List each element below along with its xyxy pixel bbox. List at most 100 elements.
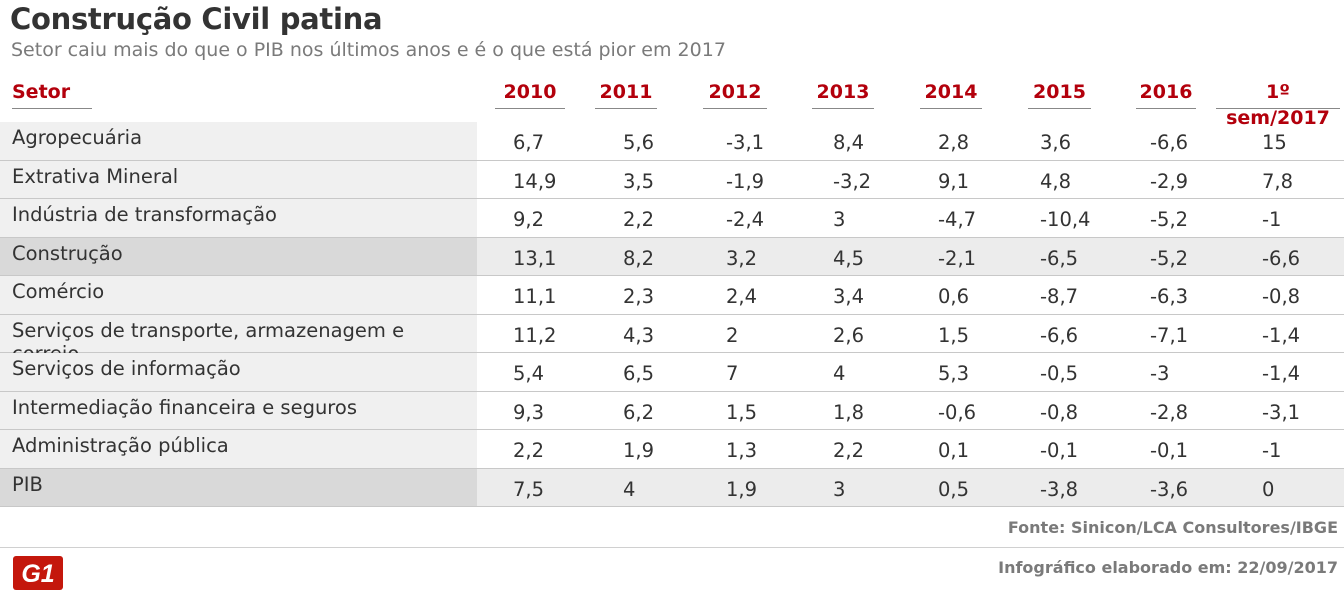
table-cell: 4,3 [623, 323, 655, 347]
table-cell: -3,1 [726, 131, 765, 154]
row-label: Serviços de informação [12, 357, 241, 380]
row-label-cell: Indústria de transformação [0, 199, 477, 237]
table-cell: 2,8 [938, 131, 970, 154]
table-cell: -3,2 [833, 169, 872, 193]
table-row: Comércio 11,1 2,3 2,4 3,4 0,6 -8,7 -6,3 -0,8 [0, 276, 1344, 315]
divider [0, 547, 1344, 548]
column-header-4: 2013 [812, 79, 874, 109]
row-label-cell: Extrativa Mineral [0, 160, 477, 198]
table-cell: -2,9 [1150, 169, 1189, 193]
table-row: Construção 13,1 8,2 3,2 4,5 -2,1 -6,5 -5,2 -6,6 [0, 237, 1344, 276]
table-cell: 9,2 [513, 208, 545, 231]
table-cell: 3 [833, 208, 846, 231]
row-highlight [477, 237, 1344, 275]
table-row: Extrativa Mineral 14,9 3,5 -1,9 -3,2 9,1 4,8 -2… [0, 160, 1344, 199]
row-label-cell: Administração pública [0, 430, 477, 468]
table-cell: 6,7 [513, 131, 545, 154]
table-row: Serviços de transporte, armazenagem e co… [0, 314, 1344, 365]
table-row: Intermediação financeira e seguros 9,3 6,2… [0, 391, 1344, 430]
table-cell: 5,3 [938, 362, 970, 385]
table-cell: 11,1 [513, 285, 557, 308]
table-cell: 3 [833, 477, 846, 501]
table-cell: -5,2 [1150, 246, 1189, 270]
row-label-cell: Comércio [0, 276, 477, 314]
table-cell: -0,6 [938, 400, 977, 424]
data-table: Agropecuária 6,7 5,6 -3,1 8,4 2,8 3,6 -6,6 15 Ext… [0, 122, 1344, 507]
table-cell: 1,8 [833, 400, 865, 424]
column-header-6: 2015 [1028, 79, 1091, 109]
table-cell: 2,2 [623, 208, 655, 231]
column-header-5: 2014 [920, 79, 982, 109]
row-label: Administração pública [12, 434, 229, 457]
row-label-cell: PIB [0, 468, 477, 506]
table-cell: -1,4 [1262, 323, 1301, 347]
table-cell: -6,5 [1040, 246, 1079, 270]
column-header-8: 1º sem/2017 [1216, 79, 1340, 129]
table-cell: -0,8 [1262, 285, 1301, 308]
table-cell: -3,8 [1040, 477, 1079, 501]
table-row: Agropecuária 6,7 5,6 -3,1 8,4 2,8 3,6 -6,6 15 [0, 122, 1344, 161]
table-cell: 0,6 [938, 285, 970, 308]
table-cell: -0,5 [1040, 362, 1079, 385]
row-label-cell: Intermediação financeira e seguros [0, 391, 477, 429]
row-label: PIB [12, 472, 43, 496]
table-cell: 13,1 [513, 246, 557, 270]
table-cell: -1 [1262, 439, 1282, 462]
column-header-1: 2010 [495, 79, 565, 109]
table-row: Administração pública 2,2 1,9 1,3 2,2 0,1 -0,1… [0, 430, 1344, 469]
header-underline [1028, 108, 1091, 109]
table-cell: 4,8 [1040, 169, 1072, 193]
table-cell: 3,4 [833, 285, 865, 308]
column-header-label: Setor [12, 81, 71, 103]
table-row: PIB 7,5 4 1,9 3 0,5 -3,8 -3,6 0 [0, 468, 1344, 507]
table-cell: 1,3 [726, 439, 758, 462]
column-header-label: 2011 [599, 81, 653, 103]
table-cell: 2 [726, 323, 739, 347]
table-cell: 6,5 [623, 362, 655, 385]
row-highlight [477, 468, 1344, 506]
table-cell: 9,3 [513, 400, 545, 424]
header-underline [595, 108, 657, 109]
chart-subtitle: Setor caiu mais do que o PIB nos últimos… [11, 39, 726, 61]
g1-logo: G1 [13, 556, 63, 590]
header-underline [1216, 108, 1340, 109]
source-note: Fonte: Sinicon/LCA Consultores/IBGE [1007, 518, 1338, 537]
table-cell: -6,6 [1040, 323, 1079, 347]
table-cell: 2,2 [833, 439, 865, 462]
row-label: Intermediação financeira e seguros [12, 395, 357, 419]
chart-title: Construção Civil patina [10, 2, 383, 36]
table-cell: 4 [623, 477, 636, 501]
table-cell: -5,2 [1150, 208, 1189, 231]
row-label-cell: Serviços de informação [0, 353, 477, 391]
table-cell: -6,3 [1150, 285, 1189, 308]
column-header-label: 2014 [924, 81, 978, 103]
table-cell: -6,6 [1150, 131, 1189, 154]
header-underline [12, 108, 92, 109]
table-cell: -0,8 [1040, 400, 1079, 424]
table-cell: 1,5 [726, 400, 758, 424]
table-cell: 5,6 [623, 131, 655, 154]
table-cell: 11,2 [513, 323, 557, 347]
column-header-label: 2010 [503, 81, 557, 103]
table-cell: 4,5 [833, 246, 865, 270]
header-underline [920, 108, 982, 109]
table-cell: 7,5 [513, 477, 545, 501]
row-label-cell: Agropecuária [0, 122, 477, 160]
table-cell: 1,5 [938, 323, 970, 347]
table-cell: 0 [1262, 477, 1275, 501]
header-underline [1136, 108, 1196, 109]
table-cell: -3 [1150, 362, 1170, 385]
table-row: Serviços de informação 5,4 6,5 7 4 5,3 -0,5 -3 -… [0, 353, 1344, 392]
table-cell: -6,6 [1262, 246, 1301, 270]
header-underline [703, 108, 767, 109]
table-cell: 2,4 [726, 285, 758, 308]
table-cell: -0,1 [1150, 439, 1189, 462]
column-header-label: 1º sem/2017 [1226, 81, 1330, 129]
table-cell: 2,3 [623, 285, 655, 308]
table-cell: 3,2 [726, 246, 758, 270]
row-label: Extrativa Mineral [12, 164, 179, 188]
table-cell: 3,5 [623, 169, 655, 193]
column-header-setor: Setor [12, 79, 92, 109]
table-cell: 7,8 [1262, 169, 1294, 193]
table-cell: -2,8 [1150, 400, 1189, 424]
